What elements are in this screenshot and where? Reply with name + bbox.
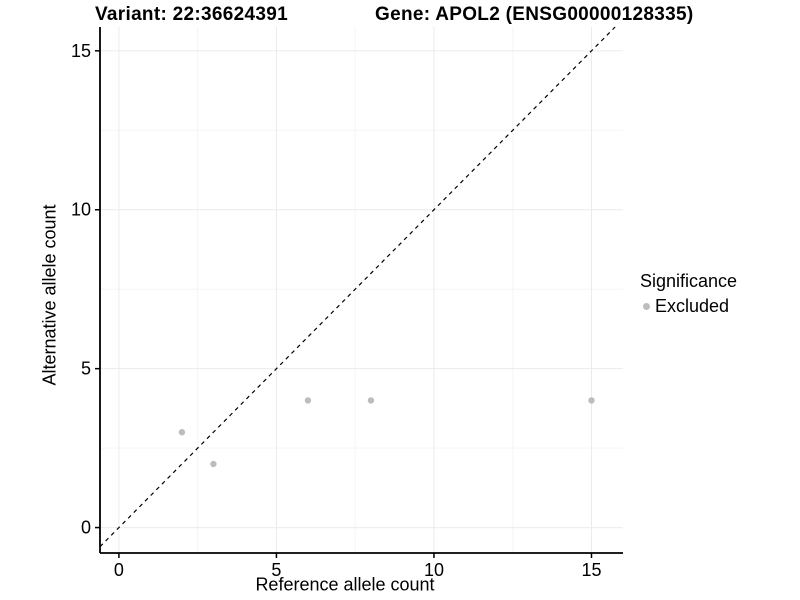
legend-entry-label: Excluded — [655, 296, 730, 316]
x-axis-label: Reference allele count — [255, 574, 435, 595]
x-tick-label: 5 — [271, 560, 281, 580]
x-tick-label: 0 — [114, 560, 124, 580]
legend-entry: Excluded — [643, 296, 737, 317]
y-tick-label: 10 — [71, 200, 91, 220]
data-point — [588, 397, 595, 404]
legend: Significance Excluded — [640, 271, 737, 317]
y-tick-label: 0 — [81, 518, 91, 538]
legend-title: Significance — [640, 271, 738, 291]
plot-title-gene: Gene: APOL2 (ENSG00000128335) — [375, 4, 694, 25]
x-tick-label: 15 — [581, 560, 601, 580]
data-point — [304, 397, 312, 404]
legend-key-point-icon — [643, 303, 650, 310]
data-point — [178, 429, 186, 436]
plot-title-variant: Variant: 22:36624391 — [95, 4, 288, 25]
x-tick-label: 10 — [424, 560, 444, 580]
identity-dashed-line — [99, 26, 616, 548]
y-tick-label: 5 — [81, 359, 91, 379]
y-tick-label: 15 — [71, 41, 91, 61]
data-point — [210, 460, 217, 468]
data-point — [367, 397, 375, 404]
